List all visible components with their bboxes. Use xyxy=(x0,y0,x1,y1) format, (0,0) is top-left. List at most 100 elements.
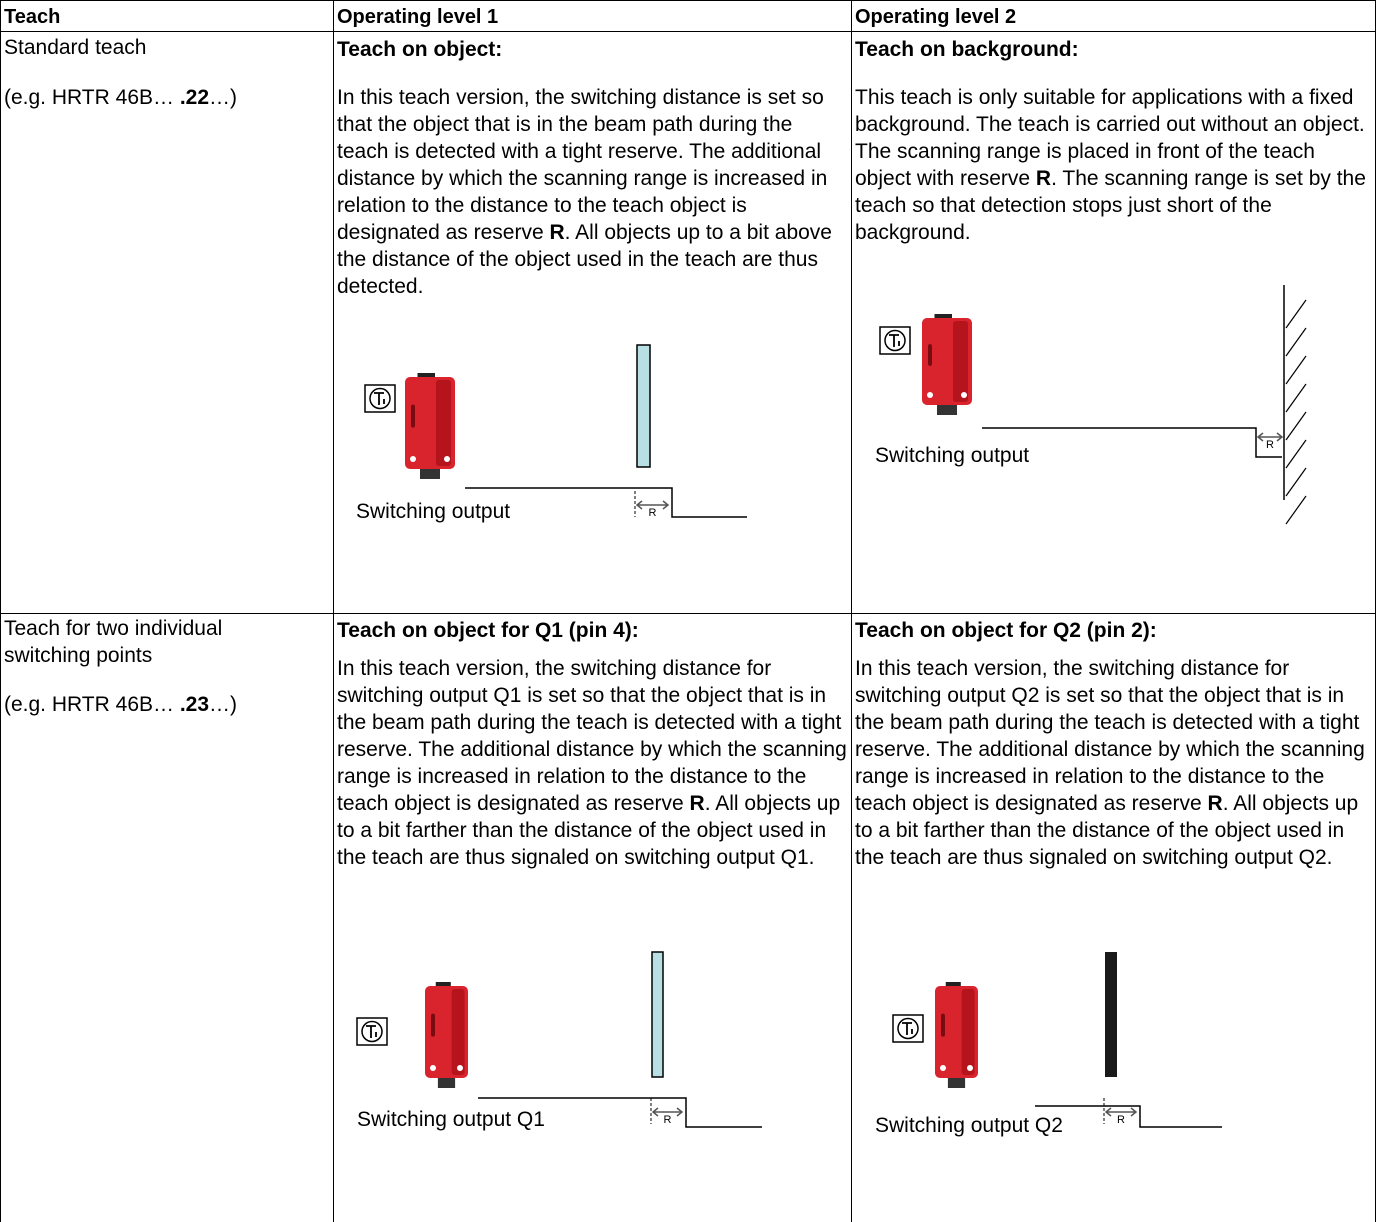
icon-circle xyxy=(369,387,391,410)
table-border xyxy=(0,31,1376,32)
header-cell: Operating level 2 xyxy=(855,6,1017,28)
sensor-shade xyxy=(953,321,968,402)
sensor-hole xyxy=(444,456,450,462)
table-border xyxy=(0,0,1376,1)
teach-name: Teach for two individual switching point… xyxy=(4,617,223,667)
text-run: …) xyxy=(209,86,238,109)
icon-circle xyxy=(897,1017,919,1040)
text-run: In this teach version, the switching dis… xyxy=(337,657,847,815)
icon-t xyxy=(366,1025,377,1038)
icon-frame xyxy=(892,1014,924,1043)
text-run: This teach is only suitable for applicat… xyxy=(855,86,1365,190)
text-run: . The scanning range is set by the teach… xyxy=(855,167,1366,244)
output-label: Switching output xyxy=(875,444,1029,467)
sensor-hole xyxy=(961,392,967,398)
teach-icon xyxy=(879,326,911,355)
object xyxy=(636,344,651,468)
object xyxy=(651,951,664,1078)
reserve-label: R xyxy=(1117,1114,1125,1126)
sensor-slot xyxy=(928,344,932,366)
sensor-hole xyxy=(430,1065,436,1071)
switching-line xyxy=(465,487,747,518)
output-label: Switching output Q1 xyxy=(357,1108,545,1131)
sensor-icon xyxy=(935,982,978,1088)
sensor-shade xyxy=(436,380,451,466)
text-run: In this teach version, the switching dis… xyxy=(337,86,828,244)
icon-frame xyxy=(364,384,396,413)
switching-line xyxy=(478,1097,762,1128)
sensor-icon xyxy=(425,982,468,1088)
reserve-arrow xyxy=(651,1107,684,1117)
icon-t xyxy=(902,1022,913,1035)
wall-hatch xyxy=(1285,495,1307,525)
teach-icon xyxy=(892,1014,924,1043)
sensor-slot xyxy=(431,1013,435,1037)
text-run: . All objects up to a bit farther than t… xyxy=(337,792,841,869)
icon-frame xyxy=(356,1017,388,1046)
bold-text: .22 xyxy=(179,86,210,109)
sensor-slot xyxy=(411,404,415,428)
text-run: …) xyxy=(209,693,238,716)
icon-circle xyxy=(361,1020,383,1043)
cell-heading: Teach on object: xyxy=(337,38,503,61)
teach-example: (e.g. HRTR 46B… .23…) xyxy=(4,691,324,718)
sensor-top xyxy=(435,982,451,988)
text-run: . All objects up to a bit above the dist… xyxy=(337,221,832,298)
output-label: Switching output Q2 xyxy=(875,1114,1063,1137)
switching-line xyxy=(1035,1105,1222,1128)
reserve-label: R xyxy=(649,507,657,519)
bold-text: .23 xyxy=(179,693,210,716)
text-run: (e.g. HRTR 46B… xyxy=(4,693,180,716)
sensor-hole xyxy=(457,1065,463,1071)
switching-line xyxy=(982,427,1282,458)
icon-t xyxy=(889,334,900,347)
reserve-label: R xyxy=(664,1114,672,1126)
sensor-connector xyxy=(437,1078,456,1088)
cell-heading: Teach on object for Q2 (pin 2): xyxy=(855,619,1157,642)
teach-name: Standard teach xyxy=(4,36,147,59)
wall-hatch xyxy=(1285,467,1307,497)
cell-paragraph: This teach is only suitable for applicat… xyxy=(855,84,1367,246)
sensor-connector xyxy=(947,1078,966,1088)
wall-hatch xyxy=(1285,299,1307,329)
cell-heading: Teach on background: xyxy=(855,38,1079,61)
sensor-hole xyxy=(967,1065,973,1071)
sensor-shade xyxy=(961,989,975,1075)
reserve-arrow xyxy=(1256,432,1284,442)
bold-text: R xyxy=(689,792,705,815)
sensor-top xyxy=(934,314,952,320)
cell-paragraph: In this teach version, the switching dis… xyxy=(855,655,1367,871)
sensor-hole xyxy=(410,456,416,462)
text-run: . All objects up to a bit farther than t… xyxy=(855,792,1359,869)
bold-text: R xyxy=(1207,792,1223,815)
table-border xyxy=(0,613,1376,614)
wall-hatch xyxy=(1285,383,1307,413)
wall-hatch xyxy=(1285,355,1307,385)
sensor-connector xyxy=(420,469,440,479)
cell-heading: Teach on object for Q1 (pin 4): xyxy=(337,619,639,642)
sensor-icon xyxy=(922,314,972,415)
icon-frame xyxy=(879,326,911,355)
wall-hatch xyxy=(1285,411,1307,441)
reserve-arrow xyxy=(635,500,670,510)
bold-text: R xyxy=(1035,167,1052,190)
object xyxy=(1105,952,1117,1077)
wall-hatch xyxy=(1285,439,1307,469)
cell-paragraph: In this teach version, the switching dis… xyxy=(337,655,847,871)
teach-example: (e.g. HRTR 46B… .22…) xyxy=(4,84,324,111)
teach-icon xyxy=(364,384,396,413)
sensor-connector xyxy=(937,405,957,415)
sensor-hole xyxy=(940,1065,946,1071)
reserve-label: R xyxy=(1266,439,1274,451)
bold-text: R xyxy=(549,221,565,244)
teach-icon xyxy=(356,1017,388,1046)
sensor-hole xyxy=(927,392,933,398)
reserve-arrow xyxy=(1104,1107,1138,1117)
header-cell: Operating level 1 xyxy=(337,6,499,28)
table-border xyxy=(851,0,852,1222)
cell-paragraph: In this teach version, the switching dis… xyxy=(337,84,847,300)
text-run: In this teach version, the switching dis… xyxy=(855,657,1365,815)
sensor-shade xyxy=(451,989,465,1075)
header-cell: Teach xyxy=(4,6,61,28)
icon-circle xyxy=(884,329,906,352)
